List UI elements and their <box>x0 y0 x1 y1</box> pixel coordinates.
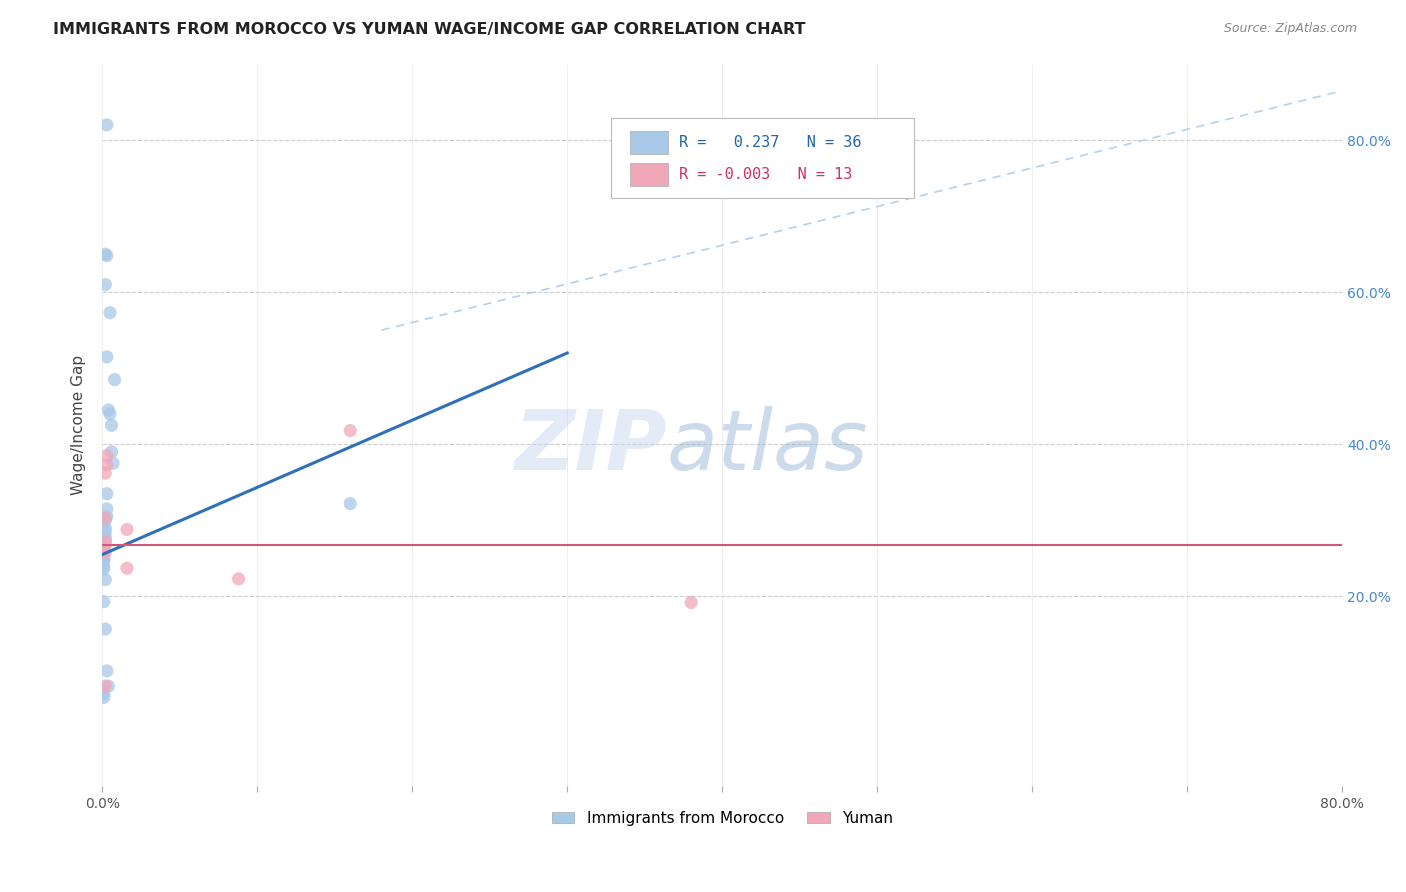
Point <box>100 418 122 433</box>
Point <box>94 277 117 292</box>
Point <box>94 545 117 559</box>
Point <box>93 534 115 549</box>
Point <box>94 534 117 549</box>
Point <box>94 247 117 261</box>
Text: ZIP: ZIP <box>513 407 666 487</box>
FancyBboxPatch shape <box>630 130 668 153</box>
Point <box>94 573 117 587</box>
Point <box>94 524 117 539</box>
Point <box>97 403 120 417</box>
Point <box>93 553 115 567</box>
Text: IMMIGRANTS FROM MOROCCO VS YUMAN WAGE/INCOME GAP CORRELATION CHART: IMMIGRANTS FROM MOROCCO VS YUMAN WAGE/IN… <box>53 22 806 37</box>
Point <box>104 373 127 387</box>
Point <box>228 572 250 586</box>
Point <box>339 424 361 438</box>
Text: Source: ZipAtlas.com: Source: ZipAtlas.com <box>1223 22 1357 36</box>
Point <box>96 502 118 516</box>
Point <box>94 466 117 480</box>
Point <box>93 595 115 609</box>
Point <box>98 407 121 421</box>
Legend: Immigrants from Morocco, Yuman: Immigrants from Morocco, Yuman <box>551 811 893 826</box>
Point <box>94 679 117 693</box>
Point <box>96 509 118 524</box>
Point <box>93 687 115 701</box>
Point <box>94 521 117 535</box>
Point <box>115 561 138 575</box>
Point <box>93 540 115 554</box>
FancyBboxPatch shape <box>610 119 914 198</box>
Point <box>94 511 117 525</box>
Point <box>101 456 124 470</box>
Point <box>94 538 117 552</box>
Text: atlas: atlas <box>666 407 868 487</box>
Point <box>93 558 115 573</box>
Point <box>96 118 118 132</box>
FancyBboxPatch shape <box>630 163 668 186</box>
Point <box>97 679 120 693</box>
Point <box>100 445 122 459</box>
Point <box>94 533 117 548</box>
Point <box>94 530 117 544</box>
Point <box>96 486 118 500</box>
Point <box>94 513 117 527</box>
Point <box>94 622 117 636</box>
Point <box>93 553 115 567</box>
Point <box>93 690 115 705</box>
Text: R =   0.237   N = 36: R = 0.237 N = 36 <box>679 135 862 150</box>
Point <box>96 664 118 678</box>
Point <box>93 562 115 576</box>
Point <box>96 350 118 364</box>
Point <box>96 449 118 463</box>
Point <box>681 595 703 609</box>
Text: R = -0.003   N = 13: R = -0.003 N = 13 <box>679 167 852 182</box>
Point <box>115 523 138 537</box>
Point <box>96 458 118 472</box>
Point <box>98 306 121 320</box>
Point <box>93 548 115 562</box>
Y-axis label: Wage/Income Gap: Wage/Income Gap <box>72 355 86 495</box>
Point <box>96 249 118 263</box>
Point <box>339 497 361 511</box>
Point <box>93 543 115 558</box>
